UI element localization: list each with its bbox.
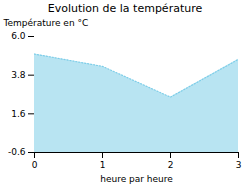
svg-text:3.8: 3.8 — [11, 70, 26, 80]
svg-text:-0.6: -0.6 — [8, 147, 26, 157]
svg-text:3: 3 — [236, 160, 242, 170]
svg-text:6.0: 6.0 — [11, 31, 26, 41]
svg-text:Température en °C: Température en °C — [3, 18, 89, 28]
svg-text:heure par heure: heure par heure — [100, 174, 173, 184]
svg-text:2: 2 — [168, 160, 174, 170]
svg-text:1: 1 — [100, 160, 106, 170]
html-text:Evolution de la température: Evolution de la température — [47, 2, 203, 15]
svg-text:0: 0 — [32, 160, 38, 170]
svg-text:1.6: 1.6 — [11, 109, 26, 119]
